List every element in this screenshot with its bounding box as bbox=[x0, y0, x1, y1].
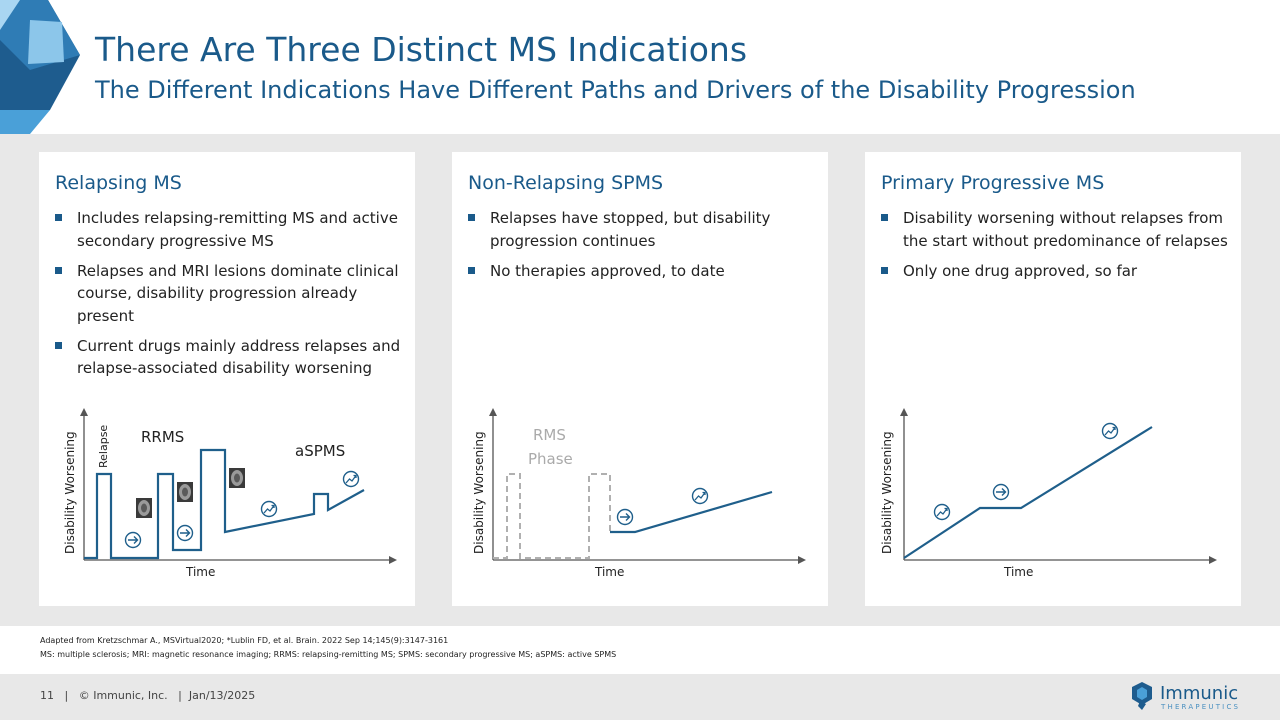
x-axis-label: Time bbox=[594, 565, 624, 579]
separator: | bbox=[57, 689, 76, 702]
bullet-text: Includes relapsing-remitting MS and acti… bbox=[77, 209, 398, 250]
arrow-right-circle-icon bbox=[124, 531, 142, 549]
panel-heading: Relapsing MS bbox=[55, 172, 182, 194]
list-item: Only one drug approved, so far bbox=[881, 260, 1231, 283]
list-item: Disability worsening without relapses fr… bbox=[881, 207, 1231, 252]
bullet-text: Only one drug approved, so far bbox=[903, 261, 1138, 280]
bullet-marker bbox=[468, 266, 475, 274]
y-axis-arrow bbox=[80, 408, 88, 416]
bullet-list: Relapses have stopped, but disability pr… bbox=[468, 207, 818, 290]
disability-path bbox=[610, 490, 773, 534]
bullet-marker bbox=[55, 341, 62, 349]
bullet-text: Relapses and MRI lesions dominate clinic… bbox=[77, 261, 399, 325]
y-axis-arrow bbox=[489, 408, 497, 416]
list-item: No therapies approved, to date bbox=[468, 260, 818, 283]
arrow-right-circle-icon bbox=[616, 508, 634, 526]
mri-scan-icon bbox=[177, 482, 193, 502]
copyright: © Immunic, Inc. bbox=[78, 689, 168, 702]
mri-scan-icon bbox=[229, 468, 245, 488]
immunic-logo-icon bbox=[1132, 682, 1152, 710]
footer-bar bbox=[0, 674, 1280, 720]
aspms-label: aSPMS bbox=[295, 442, 345, 460]
bullet-marker bbox=[55, 266, 62, 274]
bullet-marker bbox=[881, 214, 888, 221]
trend-up-circle-icon bbox=[691, 487, 709, 505]
rms-phase-label: RMS bbox=[533, 426, 566, 444]
footnote-references: Adapted from Kretzschmar A., MSVirtual20… bbox=[40, 636, 449, 645]
disability-path bbox=[84, 448, 365, 560]
panel-heading: Non-Relapsing SPMS bbox=[468, 172, 664, 194]
bullet-text: No therapies approved, to date bbox=[490, 261, 725, 280]
x-axis-arrow bbox=[1209, 556, 1217, 564]
panel-non-relapsing-spms: Non-Relapsing SPMS Relapses have stopped… bbox=[452, 152, 828, 606]
trend-up-circle-icon bbox=[1101, 422, 1119, 440]
non-relapsing-spms-diagram: Disability Worsening Time RMS Phase bbox=[472, 408, 806, 579]
rrms-label: RRMS bbox=[141, 428, 184, 446]
arrow-right-circle-icon bbox=[992, 483, 1010, 501]
y-axis-label: Disability Worsening bbox=[472, 431, 486, 554]
relapsing-ms-diagram: Disability Worsening Time Relapse RRMS a… bbox=[63, 408, 397, 579]
arrow-right-circle-icon bbox=[176, 524, 194, 542]
list-item: Current drugs mainly address relapses an… bbox=[55, 335, 405, 380]
footer-date: Jan/13/2025 bbox=[188, 689, 256, 702]
list-item: Relapses and MRI lesions dominate clinic… bbox=[55, 260, 405, 328]
panel-heading: Primary Progressive MS bbox=[881, 172, 1105, 194]
mri-scan-icon bbox=[136, 498, 152, 518]
list-item: Relapses have stopped, but disability pr… bbox=[468, 207, 818, 252]
footer-info: 11 | © Immunic, Inc. | Jan/13/2025 bbox=[40, 689, 255, 702]
trend-up-circle-icon bbox=[342, 470, 360, 488]
bullet-marker bbox=[55, 214, 62, 221]
rms-phase-dashed-path bbox=[493, 473, 611, 559]
y-axis-label: Disability Worsening bbox=[63, 431, 77, 554]
trend-up-circle-icon bbox=[933, 503, 951, 521]
bullet-list: Includes relapsing-remitting MS and acti… bbox=[55, 207, 405, 387]
footnote-abbreviations: MS: multiple sclerosis; MRI: magnetic re… bbox=[40, 650, 617, 659]
disability-path bbox=[903, 426, 1153, 559]
bullet-marker bbox=[468, 214, 475, 221]
x-axis-label: Time bbox=[1003, 565, 1033, 579]
rms-phase-label: Phase bbox=[528, 450, 573, 468]
bullet-text: Relapses have stopped, but disability pr… bbox=[490, 209, 771, 250]
separator: | bbox=[171, 689, 186, 702]
bullet-text: Current drugs mainly address relapses an… bbox=[77, 336, 401, 378]
bullet-text: Disability worsening without relapses fr… bbox=[903, 209, 1228, 250]
y-axis-arrow bbox=[900, 408, 908, 416]
slide-title: There Are Three Distinct MS Indications bbox=[95, 30, 748, 69]
primary-progressive-ms-diagram: Disability Worsening Time bbox=[880, 408, 1217, 579]
y-axis-label: Disability Worsening bbox=[880, 431, 894, 554]
list-item: Includes relapsing-remitting MS and acti… bbox=[55, 207, 405, 252]
x-axis-label: Time bbox=[185, 565, 215, 579]
panel-relapsing-ms: Relapsing MS Includes relapsing-remittin… bbox=[39, 152, 415, 606]
logo-name: Immunic bbox=[1160, 683, 1239, 704]
bullet-marker bbox=[881, 266, 888, 274]
trend-up-circle-icon bbox=[260, 500, 278, 518]
logo-subtitle: THERAPEUTICS bbox=[1161, 703, 1241, 711]
panel-primary-progressive-ms: Primary Progressive MS Disability worsen… bbox=[865, 152, 1241, 606]
slide-subtitle: The Different Indications Have Different… bbox=[95, 76, 1136, 104]
page-number: 11 bbox=[40, 689, 54, 702]
relapse-label: Relapse bbox=[97, 425, 110, 468]
x-axis-arrow bbox=[389, 556, 397, 564]
bullet-list: Disability worsening without relapses fr… bbox=[881, 207, 1231, 290]
x-axis-arrow bbox=[798, 556, 806, 564]
